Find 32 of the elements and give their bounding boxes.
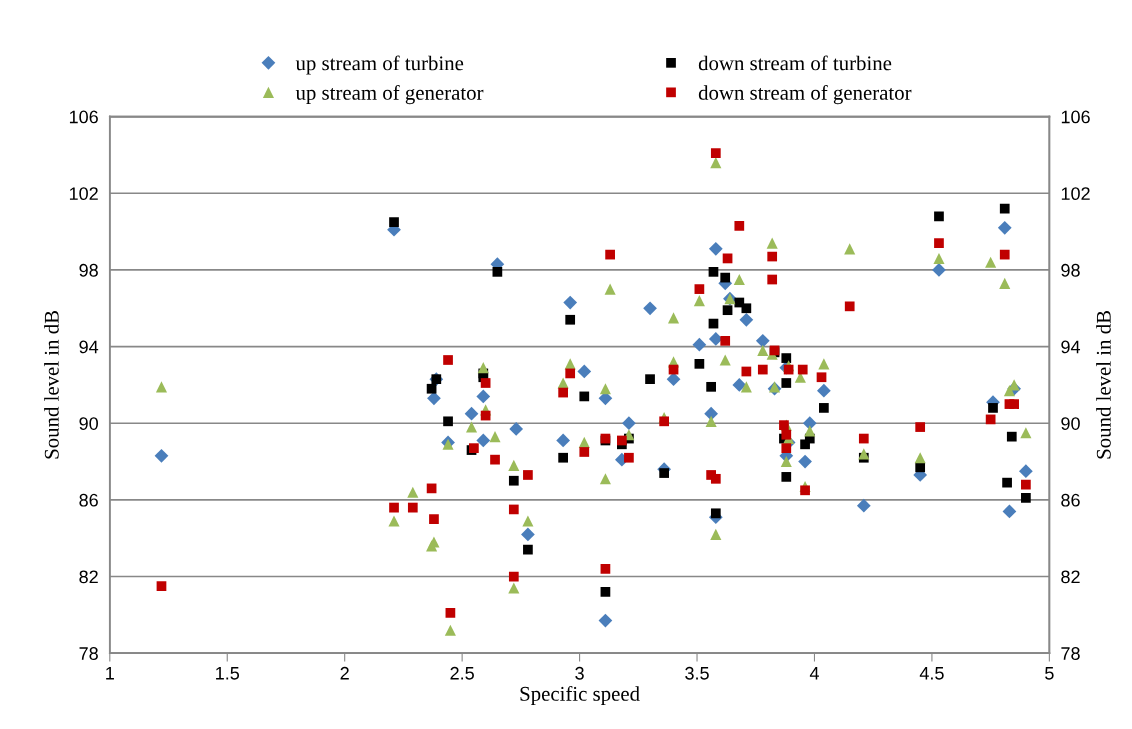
- x-tick-label: 1: [106, 667, 114, 680]
- y2-tick-label: 82: [1061, 570, 1080, 584]
- y2-tick-label: 78: [1061, 647, 1080, 660]
- y-tick-label: 102: [69, 187, 98, 201]
- y2-tick-label: 106: [1061, 110, 1090, 124]
- y-tick-label: 90: [79, 417, 98, 430]
- y2-axis-title: Sound level in dB: [1096, 310, 1111, 459]
- x-tick-label: 5: [1045, 667, 1054, 680]
- y2-tick-label: 98: [1061, 263, 1080, 277]
- x-axis-title: Specific speed: [520, 685, 640, 706]
- y-tick-label: 98: [79, 263, 98, 277]
- x-tick-label: 4.5: [919, 667, 944, 680]
- legend-label: up stream of turbine: [295, 55, 464, 75]
- y-tick-label: 86: [79, 493, 98, 507]
- y-tick-label: 94: [79, 340, 99, 354]
- x-tick-label: 1.5: [216, 667, 240, 680]
- y2-tick-label: 90: [1061, 417, 1080, 430]
- y-axis-title: Sound level in dB: [44, 310, 59, 459]
- y2-tick-label: 94: [1061, 340, 1081, 354]
- legend-label: down stream of generator: [698, 84, 912, 105]
- legend-label: down stream of turbine: [698, 55, 892, 71]
- x-tick-label: 2: [340, 666, 349, 680]
- x-tick-label: 3: [575, 666, 584, 680]
- y2-tick-label: 86: [1061, 493, 1080, 507]
- y-tick-label: 82: [79, 570, 98, 584]
- y2-tick-label: 102: [1061, 187, 1090, 201]
- x-tick-label: 3.5: [685, 666, 709, 680]
- legend-label: up stream of generator: [295, 84, 484, 105]
- y-tick-label: 106: [69, 110, 98, 124]
- y-tick-label: 78: [79, 647, 98, 660]
- x-tick-label: 2.5: [450, 666, 474, 680]
- x-tick-label: 4: [809, 667, 819, 680]
